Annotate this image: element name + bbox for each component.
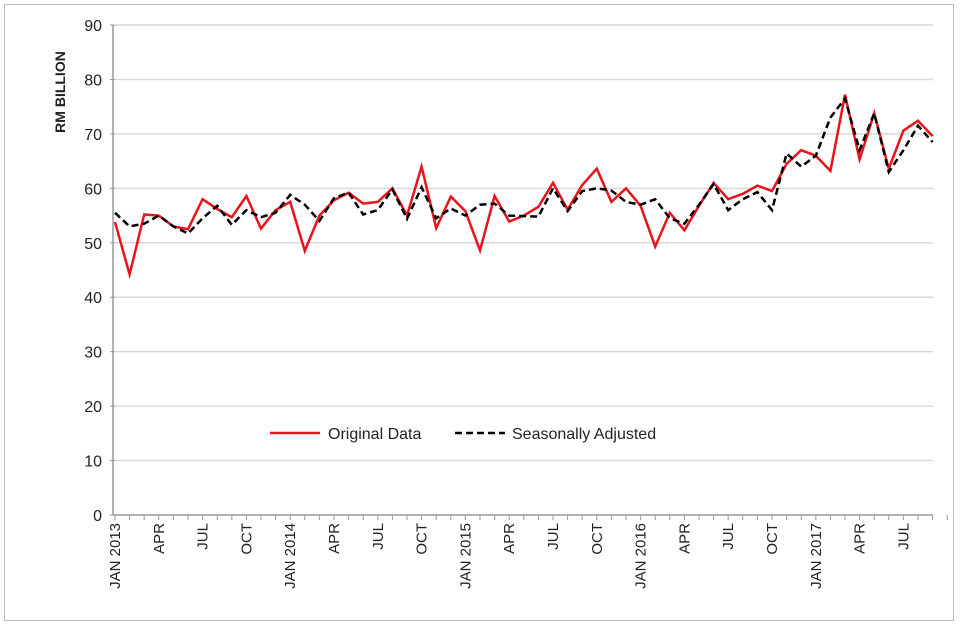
x-tick-label: OCT bbox=[764, 523, 781, 555]
y-tick-label: 70 bbox=[84, 127, 102, 144]
x-tick-label: JUL bbox=[720, 523, 737, 550]
y-tick-label: 30 bbox=[84, 345, 102, 362]
series-line-seasonally-adjusted bbox=[114, 95, 934, 236]
y-tick-label: 20 bbox=[84, 399, 102, 416]
y-tick-label: 80 bbox=[84, 72, 102, 89]
x-tick-label: OCT bbox=[414, 523, 431, 555]
legend-label-original: Original Data bbox=[328, 426, 421, 443]
x-tick-label: APR bbox=[501, 523, 518, 554]
series-lines bbox=[113, 94, 934, 280]
x-tick-label: JUL bbox=[370, 523, 387, 550]
x-tick-label: APR bbox=[151, 523, 168, 554]
x-tick-label: JUL bbox=[195, 523, 212, 550]
x-tick-label: JAN 2017 bbox=[808, 523, 825, 589]
y-tick-label: 40 bbox=[84, 290, 102, 307]
x-tick-label: APR bbox=[326, 523, 343, 554]
y-tick-label: 10 bbox=[84, 454, 102, 471]
series-line-original-data bbox=[113, 94, 934, 280]
x-tick-label: JAN 2015 bbox=[457, 523, 474, 589]
legend: Original Data Seasonally Adjusted bbox=[270, 426, 656, 443]
y-tick-label: 90 bbox=[84, 18, 102, 35]
x-tick-label: JUL bbox=[545, 523, 562, 550]
y-axis-label: RM BILLION bbox=[52, 51, 68, 133]
x-tick-label: JAN 2016 bbox=[633, 523, 650, 589]
x-tick-label: JUL bbox=[895, 523, 912, 550]
y-tick-label: 0 bbox=[93, 508, 102, 525]
x-tick-label: APR bbox=[852, 523, 869, 554]
y-tick-label: 50 bbox=[84, 236, 102, 253]
chart-frame bbox=[4, 4, 954, 621]
x-tick-label: JAN 2014 bbox=[282, 523, 299, 589]
legend-label-seasonally-adjusted: Seasonally Adjusted bbox=[512, 426, 656, 443]
x-axis-ticks: JAN 2013 APR JUL OCT JAN 2014 APR JUL OCT JAN 20… bbox=[107, 515, 948, 589]
gridlines bbox=[112, 24, 933, 516]
x-tick-label: APR bbox=[676, 523, 693, 554]
y-axis-ticks: 0 10 20 30 40 50 60 70 80 90 bbox=[84, 18, 115, 525]
x-tick-label: OCT bbox=[238, 523, 255, 555]
y-tick-label: 60 bbox=[84, 181, 102, 198]
x-tick-label: JAN 2013 bbox=[107, 523, 124, 589]
x-tick-label: OCT bbox=[589, 523, 606, 555]
